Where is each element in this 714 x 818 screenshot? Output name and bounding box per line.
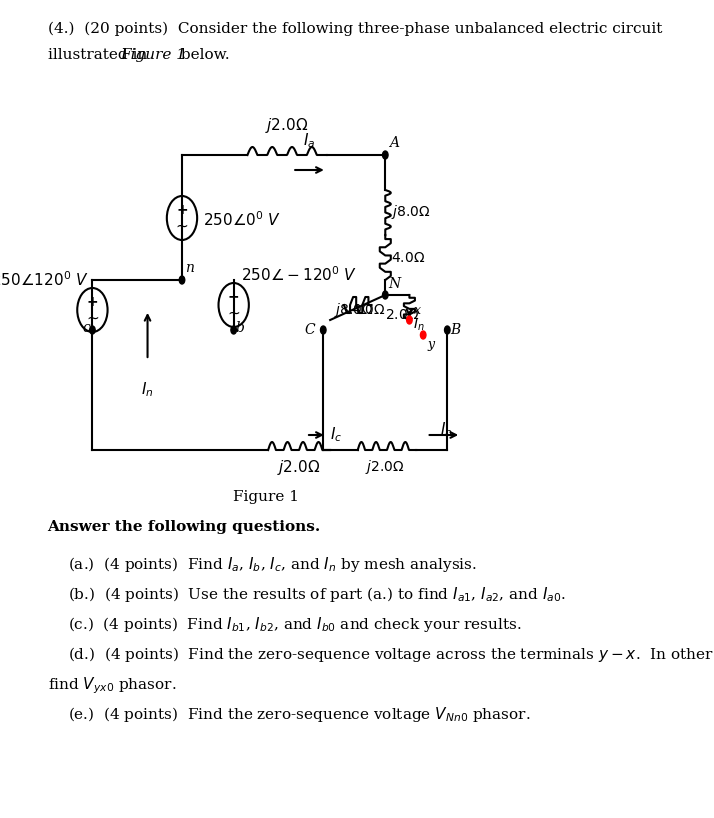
Text: y: y bbox=[427, 338, 434, 351]
Text: $I_a$: $I_a$ bbox=[303, 132, 316, 150]
Text: n: n bbox=[185, 261, 193, 275]
Text: ~: ~ bbox=[86, 310, 99, 326]
Text: $I_c$: $I_c$ bbox=[330, 425, 342, 444]
Text: illustrated in: illustrated in bbox=[48, 48, 152, 62]
Text: find $V_{yx0}$ phasor.: find $V_{yx0}$ phasor. bbox=[48, 675, 176, 695]
Text: Figure 1: Figure 1 bbox=[233, 490, 299, 504]
Text: +: + bbox=[176, 204, 188, 218]
Text: (d.)  (4 points)  Find the zero-sequence voltage across the terminals $y - x$.  : (d.) (4 points) Find the zero-sequence v… bbox=[69, 645, 714, 664]
Text: $j2.0\Omega$: $j2.0\Omega$ bbox=[366, 458, 405, 476]
Circle shape bbox=[383, 151, 388, 159]
Text: $j8.0\Omega$: $j8.0\Omega$ bbox=[333, 301, 373, 319]
Circle shape bbox=[421, 331, 426, 339]
Text: b: b bbox=[236, 321, 245, 335]
Text: $I_n$: $I_n$ bbox=[413, 317, 424, 333]
Text: N: N bbox=[388, 277, 400, 291]
Circle shape bbox=[383, 291, 388, 299]
Text: $250\angle -120^0\ V$: $250\angle -120^0\ V$ bbox=[241, 266, 357, 285]
Text: (4.)  (20 points)  Consider the following three-phase unbalanced electric circui: (4.) (20 points) Consider the following … bbox=[48, 22, 662, 36]
Text: A: A bbox=[389, 136, 399, 150]
Text: ~: ~ bbox=[176, 218, 188, 233]
Text: Answer the following questions.: Answer the following questions. bbox=[48, 520, 321, 534]
Text: C: C bbox=[304, 323, 315, 337]
Text: $4.0\Omega$: $4.0\Omega$ bbox=[351, 303, 385, 317]
Text: (c.)  (4 points)  Find $I_{b1}$, $I_{b2}$, and $I_{b0}$ and check your results.: (c.) (4 points) Find $I_{b1}$, $I_{b2}$,… bbox=[69, 615, 522, 634]
Text: $2.0\Omega$: $2.0\Omega$ bbox=[386, 308, 419, 322]
Circle shape bbox=[407, 316, 412, 324]
Text: below.: below. bbox=[176, 48, 230, 62]
Text: c: c bbox=[83, 321, 91, 335]
Text: B: B bbox=[450, 323, 461, 337]
Text: $I_n$: $I_n$ bbox=[141, 380, 154, 398]
Text: $250\angle 0^0\ V$: $250\angle 0^0\ V$ bbox=[203, 211, 281, 229]
Text: $j8.0\Omega$: $j8.0\Omega$ bbox=[391, 203, 431, 221]
Text: $j2.0\Omega$: $j2.0\Omega$ bbox=[278, 458, 321, 477]
Circle shape bbox=[231, 326, 236, 334]
Circle shape bbox=[445, 326, 450, 334]
Text: $j2.0\Omega$: $j2.0\Omega$ bbox=[265, 116, 308, 135]
Circle shape bbox=[90, 326, 95, 334]
Text: Figure 1: Figure 1 bbox=[120, 48, 186, 62]
Text: $I_b$: $I_b$ bbox=[441, 420, 453, 439]
Text: x: x bbox=[413, 304, 421, 317]
Circle shape bbox=[321, 326, 326, 334]
Text: $4.0\Omega$: $4.0\Omega$ bbox=[391, 251, 425, 265]
Text: (e.)  (4 points)  Find the zero-sequence voltage $V_{Nn0}$ phasor.: (e.) (4 points) Find the zero-sequence v… bbox=[69, 705, 531, 724]
Circle shape bbox=[179, 276, 185, 284]
Text: (b.)  (4 points)  Use the results of part (a.) to find $I_{a1}$, $I_{a2}$, and $: (b.) (4 points) Use the results of part … bbox=[69, 585, 566, 604]
Text: +: + bbox=[228, 290, 239, 304]
Text: +: + bbox=[86, 295, 99, 309]
Text: ~: ~ bbox=[227, 305, 240, 320]
Text: (a.)  (4 points)  Find $I_a$, $I_b$, $I_c$, and $I_n$ by mesh analysis.: (a.) (4 points) Find $I_a$, $I_b$, $I_c$… bbox=[69, 555, 477, 574]
Text: $250\angle 120^0\ V$: $250\angle 120^0\ V$ bbox=[0, 271, 89, 290]
